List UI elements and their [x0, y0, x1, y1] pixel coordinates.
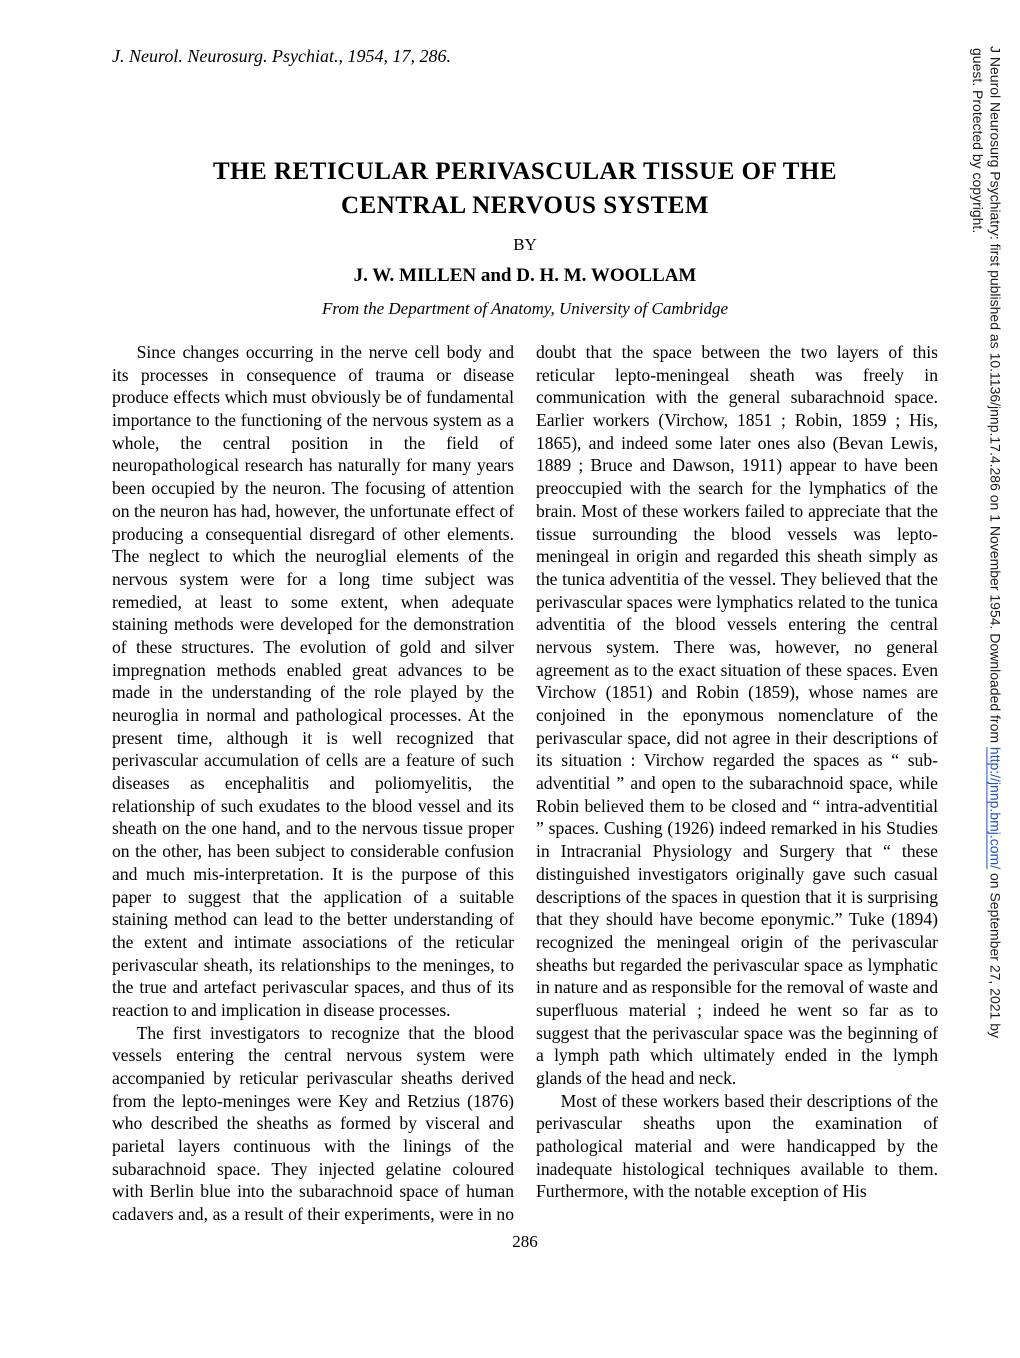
source-link[interactable]: http://jnnp.bmj.com/: [988, 747, 1004, 869]
body-paragraph: Most of these workers based their descri…: [536, 1090, 938, 1203]
page-number: 286: [112, 1232, 938, 1252]
journal-reference: J. Neurol. Neurosurg. Psychiat., 1954, 1…: [112, 46, 938, 67]
by-label: BY: [112, 235, 938, 255]
body-columns: Since changes occurring in the nerve cel…: [112, 341, 938, 1226]
authors: J. W. MILLEN and D. H. M. WOOLLAM: [112, 265, 938, 287]
body-paragraph: Since changes occurring in the nerve cel…: [112, 341, 514, 1022]
article-title: THE RETICULAR PERIVASCULAR TISSUE OF THE…: [112, 155, 938, 223]
download-sidebar: J Neurol Neurosurg Psychiatry: first pub…: [960, 46, 1012, 1318]
title-line-2: CENTRAL NERVOUS SYSTEM: [341, 192, 709, 219]
title-line-1: THE RETICULAR PERIVASCULAR TISSUE OF THE: [213, 158, 837, 185]
sidebar-text-prefix: J Neurol Neurosurg Psychiatry: first pub…: [988, 46, 1004, 747]
sidebar-text-line2: guest. Protected by copyright.: [969, 48, 987, 1038]
sidebar-text-suffix: on September 27, 2021 by: [988, 869, 1004, 1038]
affiliation: From the Department of Anatomy, Universi…: [112, 299, 938, 319]
